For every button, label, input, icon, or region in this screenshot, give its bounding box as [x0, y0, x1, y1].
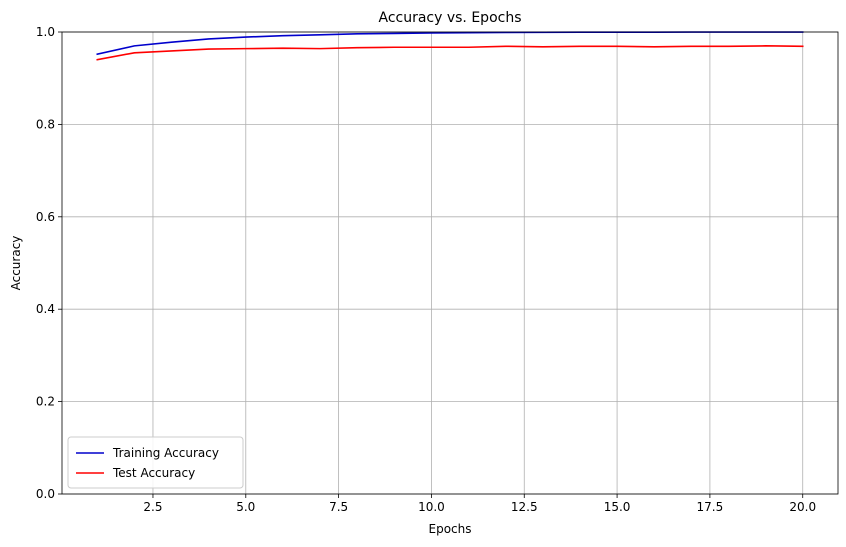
legend-box [67, 436, 244, 489]
x-tick-label: 12.5 [511, 500, 538, 514]
legend-label-test-accuracy: Test Accuracy [112, 466, 195, 480]
y-axis-label: Accuracy [9, 236, 23, 291]
y-tick-label: 1.0 [36, 25, 55, 39]
axis-ticks: 2.5 5.0 7.5 10.0 12.5 15.0 17.5 20.0 0.0 0.2 0.4 0.… [36, 25, 816, 514]
x-tick-label: 7.5 [329, 500, 348, 514]
y-tick-label: 0.0 [36, 487, 55, 501]
x-tick-label: 15.0 [604, 500, 631, 514]
x-tick-label: 5.0 [236, 500, 255, 514]
y-tick-label: 0.4 [36, 302, 55, 316]
y-tick-label: 0.6 [36, 210, 55, 224]
legend-label-training-accuracy: Training Accuracy [112, 446, 219, 460]
y-tick-label: 0.8 [36, 117, 55, 131]
chart-title: Accuracy vs. Epochs [378, 10, 521, 26]
x-tick-label: 17.5 [697, 500, 724, 514]
x-tick-label: 20.0 [789, 500, 816, 514]
legend: Training Accuracy Test Accuracy [67, 436, 244, 489]
x-tick-label: 10.0 [418, 500, 445, 514]
plot-frame [61, 31, 839, 495]
y-tick-label: 0.2 [36, 395, 55, 409]
x-tick-label: 2.5 [143, 500, 162, 514]
x-axis-label: Epochs [429, 522, 472, 536]
test-accuracy-line [96, 45, 804, 61]
